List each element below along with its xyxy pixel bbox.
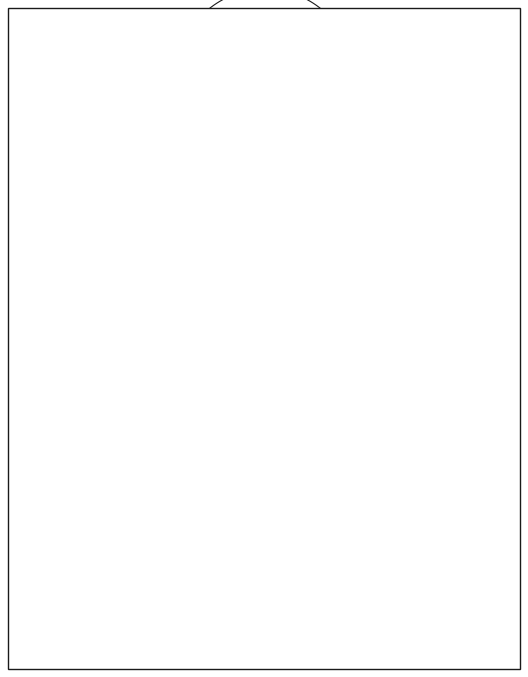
Bar	[290, 235, 320, 300]
Bar	[208, 283, 238, 291]
Bar	[208, 270, 238, 278]
Polygon shape	[265, 78, 355, 520]
Bar	[200, 535, 352, 567]
Bar	[208, 402, 238, 410]
Bar	[208, 242, 238, 250]
Text: FIG - 3: FIG - 3	[440, 632, 496, 647]
Bar	[280, 587, 300, 622]
Bar	[208, 375, 238, 383]
Ellipse shape	[265, 60, 355, 90]
Bar	[196, 567, 358, 587]
Bar	[308, 587, 328, 622]
Bar	[252, 78, 272, 548]
Polygon shape	[388, 452, 423, 498]
Bar	[208, 235, 238, 300]
Bar	[290, 270, 320, 278]
Polygon shape	[265, 510, 355, 535]
Bar	[290, 415, 320, 423]
Text: 120: 120	[340, 410, 361, 420]
Bar	[238, 587, 258, 622]
Bar	[290, 388, 320, 396]
Ellipse shape	[131, 285, 145, 295]
Bar	[290, 283, 320, 291]
Bar	[290, 242, 320, 250]
Text: 130: 130	[108, 195, 128, 205]
Polygon shape	[328, 88, 423, 310]
Bar	[208, 415, 238, 423]
Polygon shape	[265, 55, 355, 80]
Bar	[200, 300, 210, 310]
Bar	[200, 362, 246, 442]
Polygon shape	[328, 442, 388, 510]
Polygon shape	[328, 205, 388, 292]
Polygon shape	[140, 205, 200, 292]
Ellipse shape	[115, 27, 405, 97]
Text: 110: 110	[42, 195, 62, 205]
Ellipse shape	[210, 617, 230, 627]
Polygon shape	[175, 510, 246, 535]
Polygon shape	[15, 193, 110, 462]
Polygon shape	[140, 442, 200, 510]
Bar	[290, 370, 320, 435]
Text: 138: 138	[32, 288, 53, 298]
Bar	[212, 300, 222, 310]
Bar	[282, 362, 328, 442]
Bar	[210, 587, 230, 622]
Ellipse shape	[280, 617, 300, 627]
Bar	[290, 402, 320, 410]
Polygon shape	[105, 88, 200, 310]
Ellipse shape	[131, 395, 145, 405]
Polygon shape	[418, 193, 513, 462]
Bar	[246, 88, 278, 510]
Text: 130: 130	[105, 515, 126, 525]
Polygon shape	[175, 78, 260, 520]
Polygon shape	[105, 430, 200, 520]
Bar	[208, 388, 238, 396]
Text: 21: 21	[228, 207, 242, 217]
Text: 132: 132	[24, 385, 45, 395]
Bar	[208, 256, 238, 264]
Polygon shape	[328, 430, 423, 520]
Polygon shape	[175, 55, 260, 80]
Text: 136: 136	[138, 195, 158, 205]
Bar	[200, 225, 246, 307]
Ellipse shape	[308, 617, 328, 627]
Ellipse shape	[238, 617, 258, 627]
Bar	[290, 375, 320, 383]
Bar	[290, 256, 320, 264]
Bar	[225, 540, 325, 565]
Bar	[282, 225, 328, 307]
Ellipse shape	[265, 53, 355, 71]
Text: 140: 140	[344, 290, 365, 300]
Bar	[208, 370, 238, 435]
Polygon shape	[105, 452, 140, 498]
